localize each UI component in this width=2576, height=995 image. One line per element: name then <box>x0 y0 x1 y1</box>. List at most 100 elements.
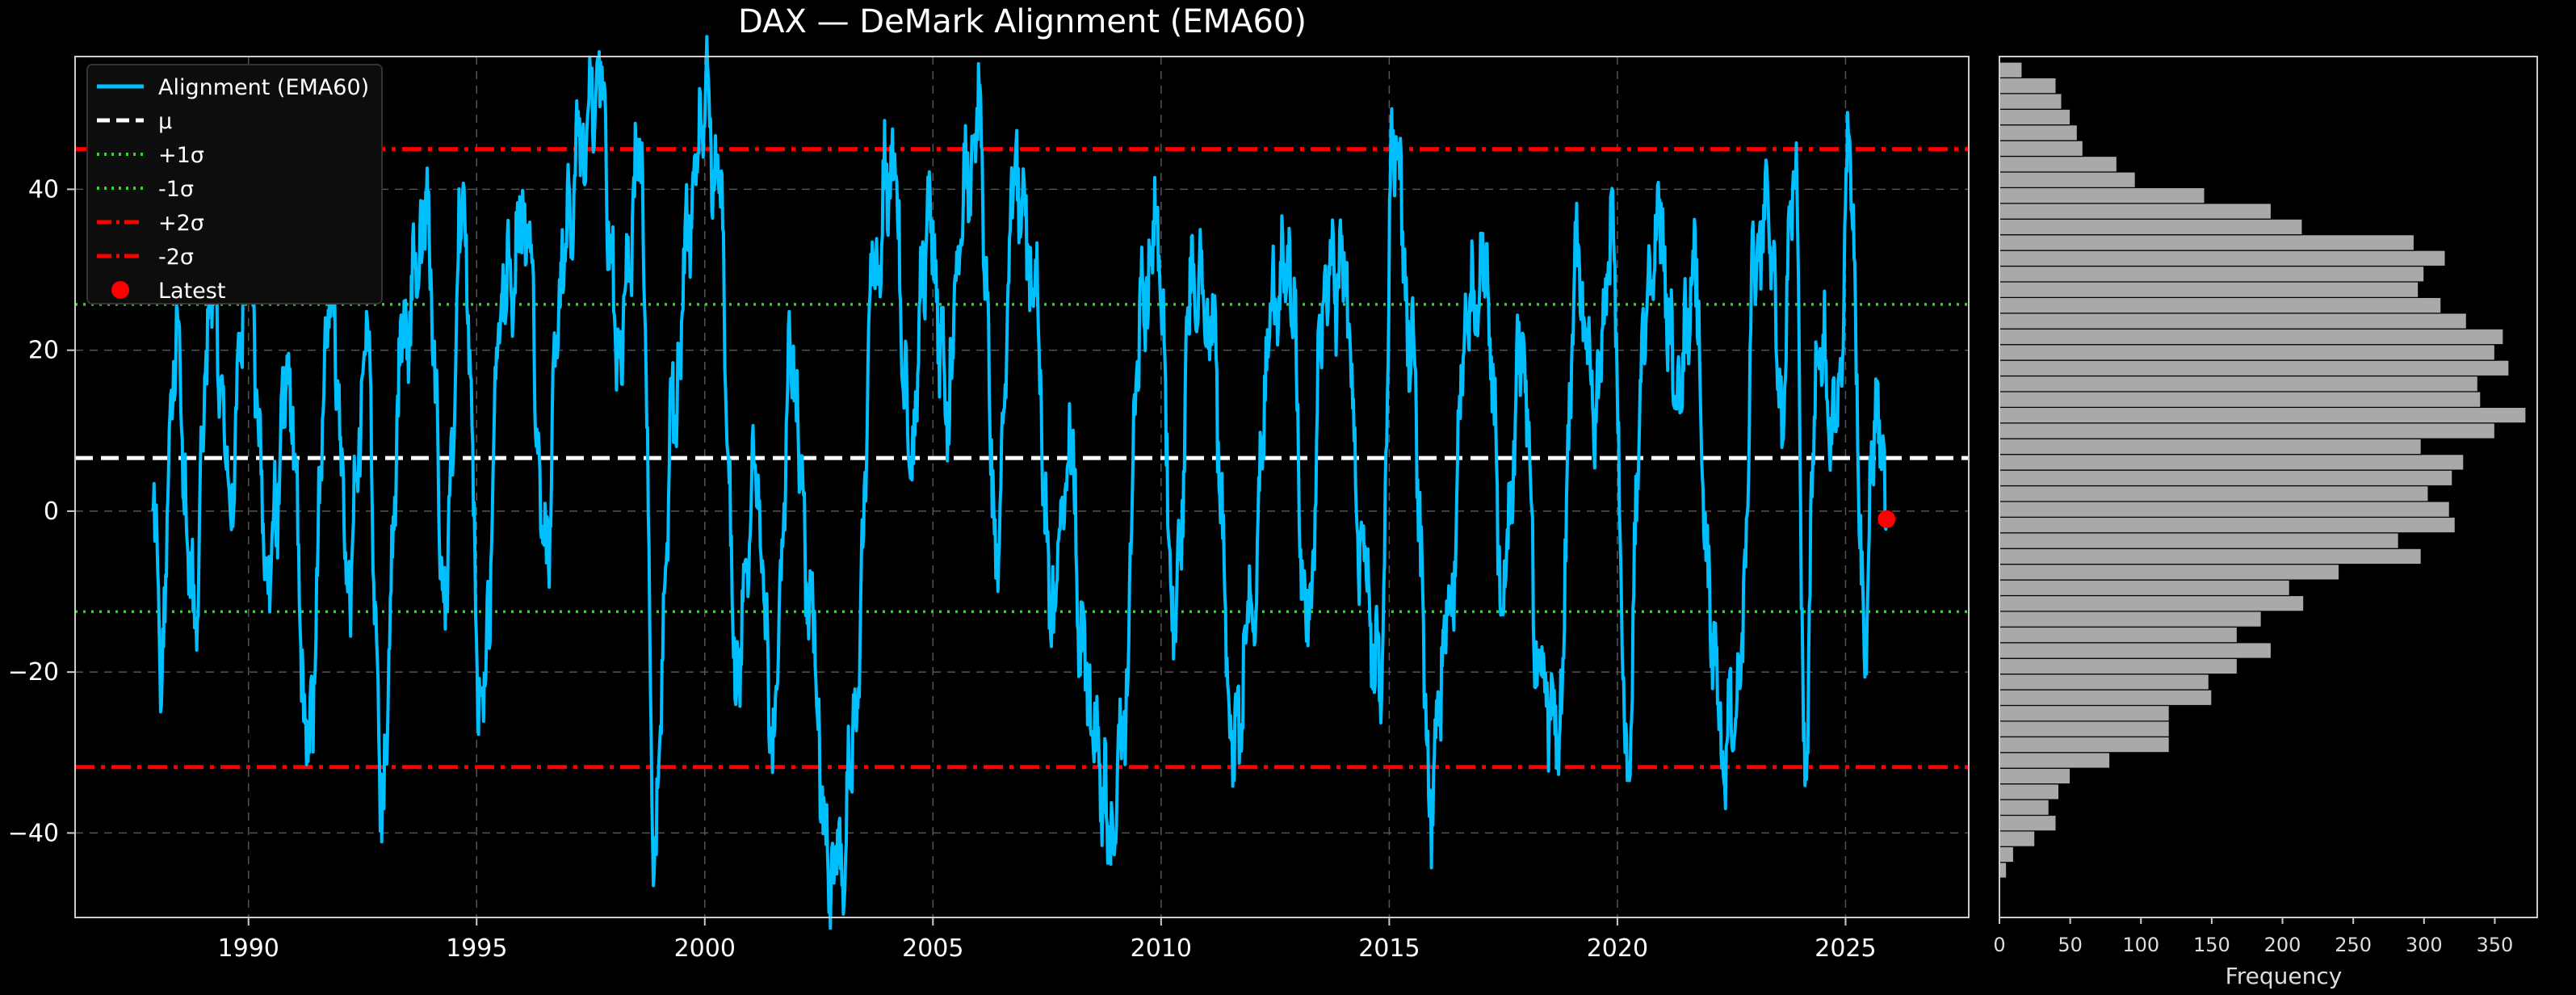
histogram-plot: 0 50 100 150 200 250 300 350 Frequency <box>1993 56 2538 989</box>
histogram-bar <box>1999 391 2482 408</box>
legend-label-latest: Latest <box>158 279 225 304</box>
histogram-x-tick-label: 0 <box>1993 934 2005 956</box>
legend-label-plus-2sigma: +2σ <box>158 211 204 236</box>
histogram-x-tick-label: 200 <box>2264 934 2301 956</box>
legend-item-latest: Latest <box>111 279 225 304</box>
histogram-bar <box>1999 155 2118 173</box>
y-tick-label: −20 <box>8 658 59 686</box>
histogram-bar <box>1999 736 2170 754</box>
histogram-bar <box>1999 344 2496 361</box>
legend-item-minus-2sigma: -2σ <box>97 245 194 270</box>
legend-label-minus-2sigma: -2σ <box>158 245 194 270</box>
x-tick-label: 1995 <box>446 934 507 963</box>
histogram-x-tick-label: 350 <box>2477 934 2514 956</box>
histogram-bar <box>1999 501 2450 518</box>
histogram-bar <box>1999 77 2057 94</box>
histogram-x-tick-label: 300 <box>2406 934 2443 956</box>
histogram-bar <box>1999 234 2415 251</box>
histogram-bar <box>1999 846 2015 863</box>
x-tick-label: 2000 <box>674 934 736 963</box>
histogram-bar <box>1999 187 2205 204</box>
histogram-bar <box>1999 626 2238 644</box>
histogram-bar <box>1999 485 2429 502</box>
histogram-bar <box>1999 265 2425 283</box>
histogram-bar <box>1999 594 2305 612</box>
y-tick-label: 0 <box>44 498 59 526</box>
histogram-bar <box>1999 862 2008 879</box>
legend-label-mu: μ <box>158 109 172 134</box>
histogram-x-axis-label: Frequency <box>2226 963 2343 989</box>
histogram-bar <box>1999 281 2419 298</box>
histogram-x-tick-label: 50 <box>2058 934 2083 956</box>
histogram-bar <box>1999 454 2465 471</box>
main-plot-frame <box>74 56 1970 918</box>
histogram-bar <box>1999 767 2071 785</box>
histogram-bar <box>1999 313 2467 330</box>
legend-item-plus-1sigma: +1σ <box>97 143 204 168</box>
histogram-bar <box>1999 438 2422 456</box>
histogram-bar <box>1999 124 2078 141</box>
legend-label-plus-1sigma: +1σ <box>158 143 204 168</box>
x-tick-label: 2005 <box>902 934 963 963</box>
histogram-bar <box>1999 564 2340 581</box>
histogram-bar <box>1999 783 2060 800</box>
histogram-bar <box>1999 359 2510 377</box>
histogram-x-axis: 0 50 100 150 200 250 300 350 <box>1993 917 2513 956</box>
latest-point-marker <box>1877 510 1896 528</box>
histogram-plot-frame <box>1999 56 2538 918</box>
histogram-x-tick-label: 250 <box>2335 934 2372 956</box>
histogram-bar <box>1999 516 2456 534</box>
histogram-bars <box>1999 61 2527 879</box>
histogram-bar <box>1999 203 2272 220</box>
x-tick-label: 2020 <box>1587 934 1648 963</box>
histogram-bar <box>1999 611 2262 628</box>
y-tick-label: 20 <box>28 337 59 365</box>
histogram-bar <box>1999 469 2453 487</box>
histogram-bar <box>1999 375 2478 393</box>
histogram-bar <box>1999 548 2422 565</box>
x-tick-label: 2015 <box>1358 934 1420 963</box>
histogram-bar <box>1999 642 2272 659</box>
main-x-axis: 1990 1995 2000 2005 2010 2015 2020 2025 <box>218 917 1877 963</box>
histogram-bar <box>1999 720 2170 737</box>
legend-item-plus-2sigma: +2σ <box>97 211 204 236</box>
series-line-alignment <box>151 35 1889 930</box>
x-tick-label: 1990 <box>218 934 279 963</box>
x-tick-label: 2025 <box>1815 934 1876 963</box>
y-tick-label: 40 <box>28 175 59 204</box>
legend-item-mu: μ <box>97 109 172 134</box>
histogram-bar <box>1999 171 2136 188</box>
histogram-bar <box>1999 704 2170 722</box>
histogram-bar <box>1999 689 2213 707</box>
histogram-bar <box>1999 140 2084 157</box>
histogram-bar <box>1999 406 2527 424</box>
main-plot: 1990 1995 2000 2005 2010 2015 2020 2025 −40 −20 0… <box>8 35 1970 963</box>
legend-label-minus-1sigma: -1σ <box>158 177 194 202</box>
histogram-bar <box>1999 674 2209 691</box>
histogram-bar <box>1999 108 2071 126</box>
histogram-bar <box>1999 218 2303 236</box>
histogram-bar <box>1999 752 2111 769</box>
legend-swatch-latest <box>111 281 129 299</box>
chart-title: DAX — DeMark Alignment (EMA60) <box>738 3 1307 40</box>
histogram-bar <box>1999 579 2290 597</box>
histogram-bar <box>1999 799 2049 817</box>
histogram-bar <box>1999 814 2057 832</box>
histogram-x-tick-label: 150 <box>2193 934 2230 956</box>
legend-label-alignment: Alignment (EMA60) <box>158 75 369 100</box>
histogram-bar <box>1999 93 2062 110</box>
histogram-bar <box>1999 657 2238 675</box>
legend-box <box>86 64 383 304</box>
histogram-bar <box>1999 422 2496 439</box>
histogram-bar <box>1999 532 2399 549</box>
legend-item-alignment: Alignment (EMA60) <box>97 75 369 100</box>
legend: Alignment (EMA60) μ +1σ -1σ +2σ -2σ <box>86 64 383 304</box>
y-tick-label: −40 <box>8 819 59 847</box>
x-tick-label: 2010 <box>1131 934 1192 963</box>
histogram-bar <box>1999 328 2504 346</box>
legend-item-minus-1sigma: -1σ <box>97 177 194 202</box>
histogram-bar <box>1999 296 2442 314</box>
histogram-bar <box>1999 250 2446 267</box>
histogram-bar <box>1999 830 2036 847</box>
